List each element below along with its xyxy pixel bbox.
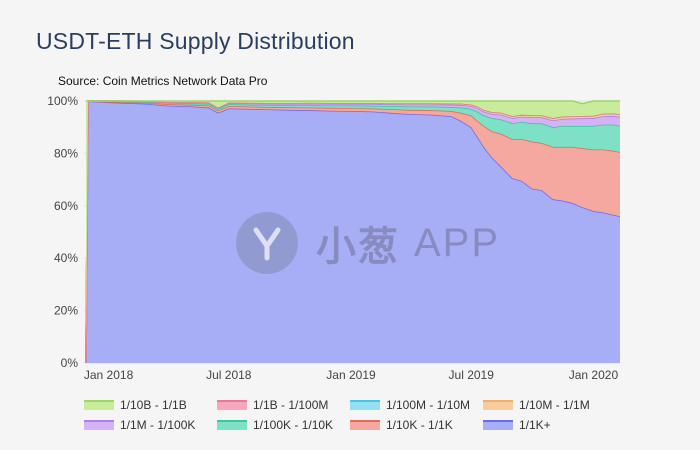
- legend-item[interactable]: 1/100K - 1/10K: [217, 418, 350, 432]
- ytick-label: 20%: [54, 304, 78, 318]
- ytick-label: 40%: [54, 251, 78, 265]
- chart-title: USDT-ETH Supply Distribution: [36, 28, 355, 54]
- legend-swatch: [350, 400, 380, 410]
- legend-item[interactable]: 1/1M - 1/100K: [84, 418, 217, 432]
- xtick-label: Jan 2020: [569, 368, 619, 382]
- legend-label: 1/10B - 1/1B: [120, 398, 187, 412]
- legend-item[interactable]: 1/10M - 1/1M: [483, 398, 616, 412]
- ytick-label: 60%: [54, 199, 78, 213]
- area-series-1-1k-: [85, 101, 621, 363]
- legend-swatch: [217, 400, 247, 410]
- ytick-label: 100%: [47, 94, 78, 108]
- xtick-label: Jan 2018: [84, 368, 134, 382]
- legend-item[interactable]: 1/10B - 1/1B: [84, 398, 217, 412]
- ytick-label: 0%: [61, 356, 79, 370]
- legend-item[interactable]: 1/1B - 1/100M: [217, 398, 350, 412]
- legend-label: 1/10K - 1/1K: [386, 418, 453, 432]
- xtick-label: Jul 2018: [206, 368, 252, 382]
- legend-item[interactable]: 1/1K+: [483, 418, 616, 432]
- ytick-label: 80%: [54, 146, 78, 160]
- legend-item[interactable]: 1/10K - 1/1K: [350, 418, 483, 432]
- xtick-label: Jan 2019: [326, 368, 376, 382]
- xtick-label: Jul 2019: [449, 368, 495, 382]
- legend-swatch: [483, 400, 513, 410]
- legend-swatch: [217, 420, 247, 430]
- legend-label: 1/1B - 1/100M: [253, 398, 329, 412]
- legend-item[interactable]: 1/100M - 1/10M: [350, 398, 483, 412]
- legend-label: 1/1K+: [519, 418, 551, 432]
- line-series-1-10b-1-1b: [85, 100, 620, 105]
- legend-label: 1/10M - 1/1M: [519, 398, 590, 412]
- legend-label: 1/1M - 1/100K: [120, 418, 196, 432]
- legend-swatch: [84, 400, 114, 410]
- chart-legend: 1/10B - 1/1B 1/1B - 1/100M 1/100M - 1/10M 1…: [84, 398, 684, 432]
- area-series-1-100k-1-10k: [85, 101, 621, 364]
- chart-source: Source: Coin Metrics Network Data Pro: [58, 74, 268, 88]
- legend-swatch: [350, 420, 380, 430]
- legend-label: 1/100M - 1/10M: [386, 398, 471, 412]
- legend-label: 1/100K - 1/10K: [253, 418, 334, 432]
- legend-swatch: [84, 420, 114, 430]
- legend-swatch: [483, 420, 513, 430]
